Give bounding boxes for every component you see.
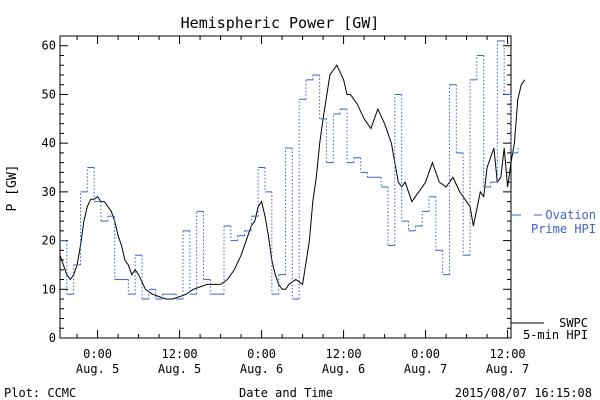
y-tick-label: 10 <box>42 282 56 296</box>
y-axis: 0 10 20 30 40 50 60 <box>42 39 511 345</box>
legend-ovation-label-1: Ovation <box>545 208 596 222</box>
x-tick-time-label: 0:00 <box>411 347 440 361</box>
x-tick-time-label: 12:00 <box>490 347 526 361</box>
x-tick-date-label: Aug. 7 <box>404 362 447 376</box>
y-tick-label: 30 <box>42 185 56 199</box>
y-tick-label: 40 <box>42 136 56 150</box>
plot-frame <box>59 35 512 339</box>
x-tick-time-label: 12:00 <box>326 347 362 361</box>
x-tick-date-label: Aug. 5 <box>76 362 119 376</box>
x-axis-label: Date and Time <box>239 386 333 400</box>
x-tick-time-label: 12:00 <box>162 347 198 361</box>
y-tick-label: 0 <box>49 331 56 345</box>
legend-swpc-label-2: 5-min HPI <box>523 328 588 342</box>
x-tick-date-label: Aug. 7 <box>486 362 529 376</box>
y-tick-label: 60 <box>42 39 56 53</box>
y-tick-label: 50 <box>42 87 56 101</box>
legend-ovation-label-2: Prime HPI <box>531 222 596 236</box>
footer-timestamp: 2015/08/07 16:15:08 <box>455 386 592 400</box>
x-tick-time-label: 0:00 <box>83 347 112 361</box>
y-axis-label: P [GW] <box>5 165 20 212</box>
series-layer <box>59 40 526 300</box>
x-tick-time-label: 0:00 <box>247 347 276 361</box>
footer-credit: Plot: CCMC <box>4 386 76 400</box>
x-tick-date-label: Aug. 6 <box>240 362 283 376</box>
legend: Ovation Prime HPI SWPC 5-min HPI <box>511 208 596 342</box>
x-tick-date-label: Aug. 5 <box>158 362 201 376</box>
swpc-hpi-line <box>59 64 526 300</box>
x-tick-date-label: Aug. 6 <box>322 362 365 376</box>
legend-swpc-label-1: SWPC <box>559 316 588 330</box>
chart-title: Hemispheric Power [GW] <box>181 14 380 32</box>
y-tick-label: 20 <box>42 234 56 248</box>
